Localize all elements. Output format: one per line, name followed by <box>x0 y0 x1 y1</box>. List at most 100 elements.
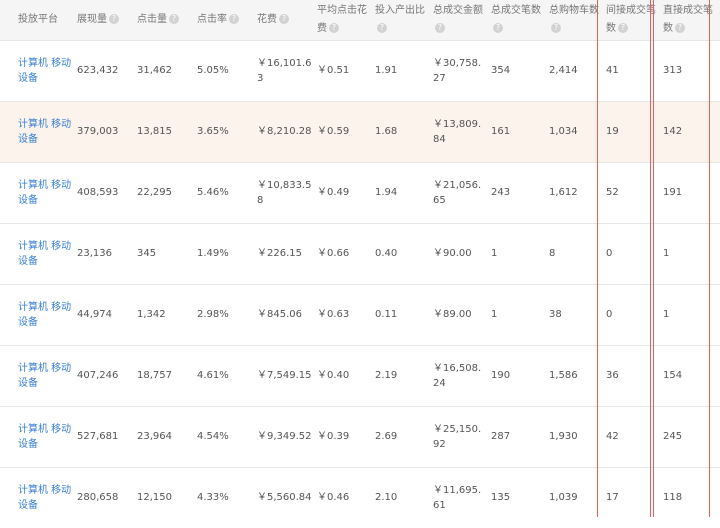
table-cell: ￥13,809.84 <box>433 100 491 162</box>
column-header[interactable]: 总成交笔数? <box>491 0 549 40</box>
table-row: 计算机 移动设备 623,432 31,462 5.05% ￥16,101.63 ￥0.5… <box>0 39 720 101</box>
column-header-label: 总成交金额 <box>433 4 483 16</box>
column-header[interactable]: 投入产出比? <box>375 0 433 40</box>
table-cell: ￥11,695.61 <box>433 466 491 528</box>
table-cell: 280,658 <box>77 466 137 528</box>
table-cell: 0.11 <box>375 283 433 345</box>
table-cell: ￥0.40 <box>317 344 375 406</box>
table-cell: ￥30,758.27 <box>433 39 491 101</box>
table-cell: 1.49% <box>197 222 257 284</box>
table-cell: 23,136 <box>77 222 137 284</box>
table-cell: ￥0.66 <box>317 222 375 284</box>
help-icon[interactable]: ? <box>109 13 119 24</box>
column-header[interactable]: 直接成交笔数? <box>663 0 720 40</box>
help-icon[interactable]: ? <box>675 22 685 33</box>
column-header[interactable]: 总成交金额? <box>433 0 491 40</box>
help-icon[interactable]: ? <box>329 22 339 33</box>
column-header-label: 总成交笔数 <box>491 4 541 16</box>
column-header-label: 花费 <box>257 13 277 25</box>
platform-link[interactable]: 计算机 移动设备 <box>0 161 77 223</box>
column-header[interactable]: 平均点击花费? <box>317 0 375 40</box>
platform-link[interactable]: 计算机 移动设备 <box>0 222 77 284</box>
table-cell: 2.69 <box>375 405 433 467</box>
table-row: 计算机 移动设备 408,593 22,295 5.46% ￥10,833.58 ￥0.4… <box>0 161 720 223</box>
table-cell: 154 <box>663 344 720 406</box>
table-cell: ￥8,210.28 <box>257 100 317 162</box>
table-cell: 623,432 <box>77 39 137 101</box>
help-icon[interactable]: ? <box>169 13 179 24</box>
help-icon[interactable]: ? <box>551 22 561 33</box>
table-cell: 1 <box>663 283 720 345</box>
table-cell: 2.19 <box>375 344 433 406</box>
platform-link[interactable]: 计算机 移动设备 <box>0 283 77 345</box>
table-cell: 22,295 <box>137 161 197 223</box>
table-cell: ￥845.06 <box>257 283 317 345</box>
table-row: 计算机 移动设备 23,136 345 1.49% ￥226.15 ￥0.66 0.40 ￥9… <box>0 222 720 284</box>
table-cell: 1,342 <box>137 283 197 345</box>
table-cell: 1.94 <box>375 161 433 223</box>
table-cell: ￥16,508.24 <box>433 344 491 406</box>
column-header[interactable]: 花费? <box>257 0 317 40</box>
table-cell: 5.05% <box>197 39 257 101</box>
table-cell: 5.46% <box>197 161 257 223</box>
help-icon[interactable]: ? <box>229 13 239 24</box>
table-cell: 13,815 <box>137 100 197 162</box>
table-cell: 4.33% <box>197 466 257 528</box>
table-cell: 44,974 <box>77 283 137 345</box>
column-header[interactable]: 间接成交笔数? <box>606 0 663 40</box>
table-cell: ￥0.59 <box>317 100 375 162</box>
table-cell: 2,414 <box>549 39 606 101</box>
platform-link[interactable]: 计算机 移动设备 <box>0 466 77 528</box>
help-icon[interactable]: ? <box>377 22 387 33</box>
platform-link[interactable]: 计算机 移动设备 <box>0 100 77 162</box>
column-header[interactable]: 展现量? <box>77 0 137 40</box>
help-icon[interactable]: ? <box>618 22 628 33</box>
table-cell: ￥89.00 <box>433 283 491 345</box>
help-icon[interactable]: ? <box>493 22 503 33</box>
column-header-label: 点击率 <box>197 13 227 25</box>
column-header-label: 间接成交笔数 <box>606 4 656 34</box>
table-cell: 0 <box>606 283 663 345</box>
column-header[interactable]: 点击量? <box>137 0 197 40</box>
platform-link[interactable]: 计算机 移动设备 <box>0 405 77 467</box>
table-cell: ￥0.46 <box>317 466 375 528</box>
table-cell: 527,681 <box>77 405 137 467</box>
table-row: 计算机 移动设备 280,658 12,150 4.33% ￥5,560.84 ￥0.46… <box>0 466 720 528</box>
column-header-label: 点击量 <box>137 13 167 25</box>
table-cell: 313 <box>663 39 720 101</box>
table-cell: ￥226.15 <box>257 222 317 284</box>
column-header[interactable]: 总购物车数? <box>549 0 606 40</box>
table-cell: 245 <box>663 405 720 467</box>
table-cell: 4.54% <box>197 405 257 467</box>
table-cell: ￥21,056.65 <box>433 161 491 223</box>
table-row: 计算机 移动设备 407,246 18,757 4.61% ￥7,549.15 ￥0.40… <box>0 344 720 406</box>
table-cell: ￥10,833.58 <box>257 161 317 223</box>
table-cell: 1 <box>663 222 720 284</box>
table-cell: 287 <box>491 405 549 467</box>
table-cell: 379,003 <box>77 100 137 162</box>
platform-link[interactable]: 计算机 移动设备 <box>0 344 77 406</box>
table-cell: 354 <box>491 39 549 101</box>
column-header[interactable]: 点击率? <box>197 0 257 40</box>
help-icon[interactable]: ? <box>279 13 289 24</box>
table-cell: 36 <box>606 344 663 406</box>
table-cell: 1,034 <box>549 100 606 162</box>
column-header-label: 投放平台 <box>18 13 58 25</box>
table-cell: 17 <box>606 466 663 528</box>
table-cell: ￥0.39 <box>317 405 375 467</box>
column-divider <box>709 0 710 517</box>
table-cell: 12,150 <box>137 466 197 528</box>
platform-link[interactable]: 计算机 移动设备 <box>0 39 77 101</box>
table-cell: 161 <box>491 100 549 162</box>
table-cell: 1,586 <box>549 344 606 406</box>
help-icon[interactable]: ? <box>435 22 445 33</box>
table-cell: 4.61% <box>197 344 257 406</box>
column-header-label: 展现量 <box>77 13 107 25</box>
column-header[interactable]: 投放平台 <box>0 0 77 40</box>
table-cell: 19 <box>606 100 663 162</box>
table-cell: 1 <box>491 222 549 284</box>
column-header-label: 直接成交笔数 <box>663 4 713 34</box>
column-divider <box>650 0 651 517</box>
table-cell: ￥9,349.52 <box>257 405 317 467</box>
table-cell: 1 <box>491 283 549 345</box>
